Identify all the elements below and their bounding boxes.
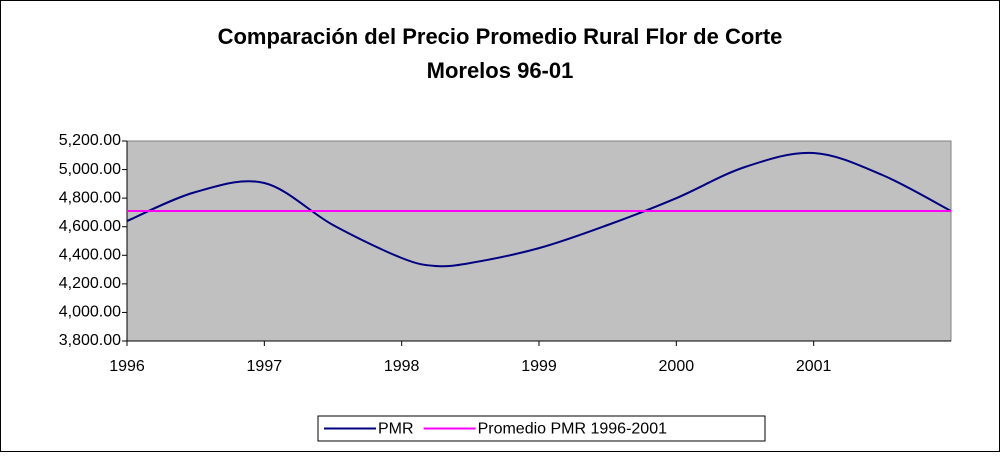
legend-label: Promedio PMR 1996-2001	[478, 421, 668, 438]
chart-title: Morelos 96-01	[427, 58, 574, 83]
x-tick-label: 1999	[521, 358, 557, 375]
y-tick-label: 4,400.00	[59, 247, 121, 264]
x-tick-label: 1998	[384, 358, 420, 375]
y-tick-label: 4,000.00	[59, 304, 121, 321]
y-tick-label: 4,600.00	[59, 218, 121, 235]
legend-box	[317, 415, 766, 442]
y-tick-label: 3,800.00	[59, 332, 121, 349]
x-tick-label: 2000	[659, 358, 695, 375]
y-tick-label: 5,000.00	[59, 161, 121, 178]
plot-area	[126, 140, 952, 342]
x-tick-label: 2001	[796, 358, 832, 375]
y-tick-label: 5,200.00	[59, 132, 121, 149]
x-tick-label: 1997	[247, 358, 283, 375]
series-line	[126, 151, 952, 268]
chart-title: Comparación del Precio Promedio Rural Fl…	[218, 24, 783, 49]
y-tick-label: 4,800.00	[59, 189, 121, 206]
y-tick-label: 4,200.00	[59, 275, 121, 292]
x-tick-label: 1996	[109, 358, 145, 375]
legend-label: PMR	[378, 421, 414, 438]
